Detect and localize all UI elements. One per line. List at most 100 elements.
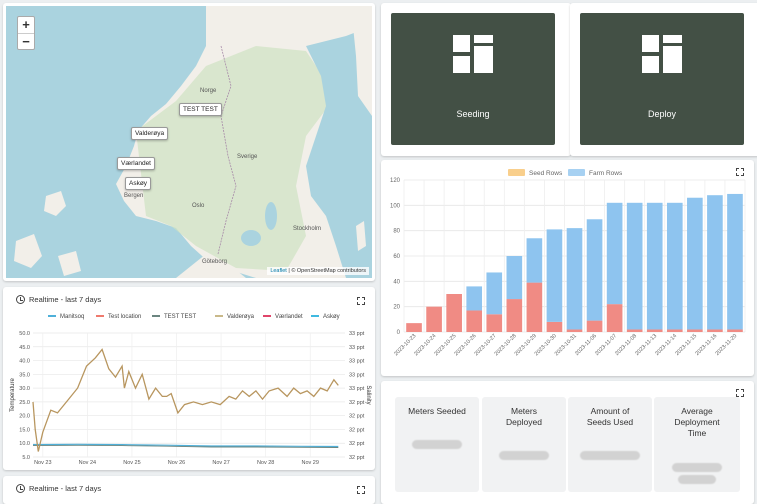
y-tick-label: 50.0 <box>19 331 30 337</box>
map-marker-test-test[interactable]: TEST TEST <box>179 103 222 116</box>
y2-tick-label: 32 ppt <box>349 400 365 406</box>
bar-seed-rows <box>406 323 422 332</box>
fullscreen-icon[interactable] <box>736 389 744 397</box>
bar-farm-rows <box>687 197 703 330</box>
fullscreen-icon[interactable] <box>736 168 744 176</box>
legend-swatch <box>508 169 525 176</box>
bar-farm-rows <box>526 238 543 283</box>
rows-bar-chart: Seed Rows Farm Rows0204060801001202023-10… <box>390 169 746 357</box>
deploy-button[interactable]: Deploy <box>580 13 744 145</box>
map-attribution: Leaflet | © OpenStreetMap contributors <box>267 267 369 275</box>
y-tick-label: 35.0 <box>19 372 30 378</box>
dashboard-grid-icon <box>642 35 682 73</box>
zoom-in-button[interactable]: + <box>22 17 30 32</box>
stat-value-placeholder <box>672 463 722 472</box>
map-card: Norge Sverige Bergen Oslo Stockholm Göte… <box>3 3 375 281</box>
bar-seed-rows <box>687 329 703 332</box>
legend-label: Valderøya <box>227 314 255 320</box>
line-valderoya <box>32 348 339 452</box>
clock-icon <box>16 295 25 304</box>
y-tick-label: 100 <box>390 203 401 209</box>
y-tick-label: 60 <box>393 254 400 260</box>
map-marker-askoy[interactable]: Askøy <box>125 177 152 190</box>
y-tick-label: 40 <box>393 279 400 285</box>
seeding-button[interactable]: Seeding <box>391 13 555 145</box>
bar-seed-rows <box>506 299 523 332</box>
bar-farm-rows <box>606 202 623 305</box>
realtime-header-2: Realtime - last 7 days <box>16 484 101 493</box>
y2-tick-label: 33 ppt <box>349 331 365 337</box>
y-tick-label: 40.0 <box>19 359 30 365</box>
y2-tick-label: 33 ppt <box>349 345 365 351</box>
bar-farm-rows <box>466 286 483 311</box>
stat-value-placeholder <box>678 475 716 484</box>
leaflet-link[interactable]: Leaflet <box>270 268 287 274</box>
fullscreen-icon[interactable] <box>357 486 365 494</box>
stat-value-placeholder <box>412 440 462 449</box>
bar-seed-rows <box>666 329 683 332</box>
fullscreen-icon[interactable] <box>357 297 365 305</box>
stat-meters-seeded: Meters Seeded <box>395 397 479 492</box>
bar-farm-rows <box>506 256 523 300</box>
bar-seed-rows <box>566 329 583 332</box>
legend-label: Værlandet <box>275 314 303 320</box>
y-tick-label: 45.0 <box>19 345 30 351</box>
bar-farm-rows <box>707 195 723 330</box>
stat-value-placeholder <box>580 451 640 460</box>
map-label-goteborg: Göteborg <box>202 259 228 265</box>
bar-seed-rows <box>727 329 743 332</box>
x-tick-label: Nov 29 <box>302 460 319 466</box>
map-marker-valderoya[interactable]: Valderøya <box>131 127 169 140</box>
map-label-stockholm: Stockholm <box>293 226 322 232</box>
y2-tick-label: 33 ppt <box>349 386 365 392</box>
seeding-card: Seeding <box>381 3 571 156</box>
bar-seed-rows <box>486 314 503 332</box>
bar-seed-rows <box>646 329 663 332</box>
y2-tick-label: 32 ppt <box>349 414 365 420</box>
stats-card: Meters Seeded Meters Deployed Amount of … <box>381 381 754 504</box>
bar-seed-rows <box>546 321 563 332</box>
y2-tick-label: 33 ppt <box>349 372 365 378</box>
y-tick-label: 15.0 <box>19 427 30 433</box>
dashboard-grid-icon <box>453 35 493 73</box>
attribution-text: | © OpenStreetMap contributors <box>286 268 366 274</box>
map[interactable]: Norge Sverige Bergen Oslo Stockholm Göte… <box>6 6 372 278</box>
map-marker-vaerlandet[interactable]: Værlandet <box>117 157 155 170</box>
y2-tick-label: 32 ppt <box>349 441 365 447</box>
map-land <box>14 6 372 278</box>
bar-farm-rows <box>566 228 583 330</box>
bar-seed-rows <box>426 306 442 332</box>
y2-tick-label: 32 ppt <box>349 455 365 461</box>
map-label-oslo: Oslo <box>192 203 205 209</box>
legend-label: Manitsoq <box>60 314 84 320</box>
stat-seeds-used: Amount of Seeds Used <box>568 397 652 492</box>
zoom-control: + − <box>17 16 35 50</box>
legend-label: Seed Rows <box>529 170 563 177</box>
x-tick-label: Nov 24 <box>79 460 96 466</box>
bar-seed-rows <box>446 294 462 332</box>
y-tick-label: 5.0 <box>22 455 30 461</box>
bar-seed-rows <box>586 320 603 332</box>
bar-farm-rows <box>626 202 643 330</box>
deploy-label: Deploy <box>647 109 676 119</box>
x-tick-label: Nov 25 <box>123 460 140 466</box>
x-tick-label: Nov 27 <box>212 460 229 466</box>
legend-label: TEST TEST <box>164 314 196 320</box>
y-tick-label: 120 <box>390 178 401 184</box>
x-tick-label: Nov 26 <box>168 460 185 466</box>
zoom-out-button[interactable]: − <box>18 33 34 49</box>
y2-tick-label: 32 ppt <box>349 427 365 433</box>
y-tick-label: 20.0 <box>19 414 30 420</box>
bar-farm-rows <box>546 229 563 322</box>
bar-seed-rows <box>526 282 543 332</box>
stat-label: Average Deployment Time <box>674 406 720 438</box>
rows-chart-card: Seed Rows Farm Rows 0 20 40 60 80 100 120 2023-10… <box>381 160 754 376</box>
bar-farm-rows <box>646 202 663 330</box>
stat-deployment-time: Average Deployment Time <box>654 397 740 492</box>
bar-seed-rows <box>707 329 723 332</box>
seeding-label: Seeding <box>456 109 490 119</box>
clock-icon <box>16 484 25 493</box>
y-tick-label: 25.0 <box>19 400 30 406</box>
legend-label: Test location <box>108 314 141 320</box>
stat-meters-deployed: Meters Deployed <box>482 397 566 492</box>
